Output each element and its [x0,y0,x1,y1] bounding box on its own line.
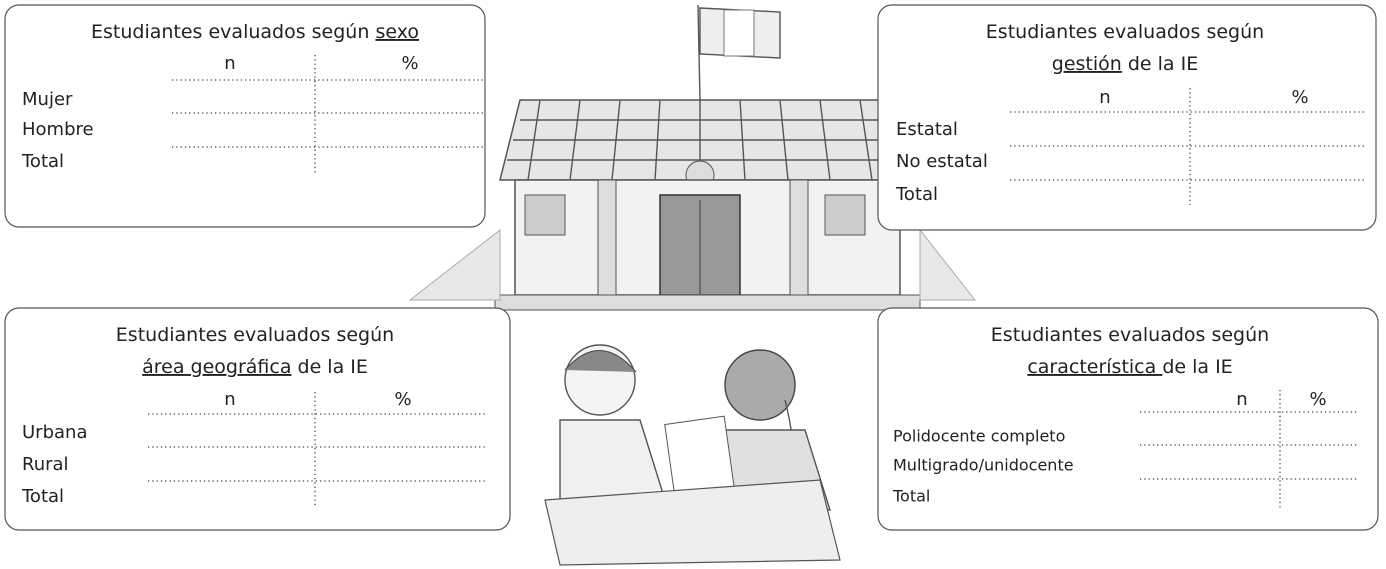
row-label: Mujer [22,89,73,110]
card-title: Estudiantes evaluados según [116,324,394,346]
children-illustration [544,344,841,566]
column-header: % [394,389,411,410]
row-label: Rural [22,454,69,475]
column-header: n [1236,389,1247,410]
card-frame [4,4,486,228]
title-part: de la IE [1162,356,1232,378]
table-card: Estudiantes evaluados según sexo n % Mujer H… [4,4,486,228]
school-illustration [408,4,977,311]
row-label: Multigrado/unidocente [893,456,1074,475]
title-part: Estudiantes evaluados según [91,21,375,43]
column-header: % [401,53,418,74]
column-header: % [1309,389,1326,410]
title-part: Estudiantes evaluados según [991,324,1269,346]
card-title: Estudiantes evaluados según sexo [91,21,419,43]
column-header: n [224,389,235,410]
card-frame [877,4,1377,231]
card-title: área geográfica de la IE [142,356,368,378]
card-title: Estudiantes evaluados según [986,21,1264,43]
title-part: área geográfica [142,356,291,378]
title-part: característica [1027,356,1162,378]
column-header: % [1291,87,1308,108]
row-label: Urbana [22,422,87,443]
title-part: Estudiantes evaluados según [116,324,394,346]
row-label: Polidocente completo [893,427,1065,446]
row-label: Hombre [22,119,94,140]
row-label: Total [892,487,930,506]
card-title: gestión de la IE [1052,53,1198,75]
title-part: Estudiantes evaluados según [986,21,1264,43]
card-frame [877,307,1379,531]
column-header: n [1099,87,1110,108]
title-part: gestión [1052,53,1122,75]
table-card: Estudiantes evaluados según área geográfi… [4,307,511,531]
row-label: Total [21,151,64,172]
card-title: característica de la IE [1027,356,1232,378]
row-label: No estatal [896,151,988,172]
title-part: sexo [375,21,419,43]
table-card: Estudiantes evaluados según característic… [877,307,1379,531]
card-frame [4,307,511,531]
title-part: de la IE [1122,53,1198,75]
table-card: Estudiantes evaluados según gestión de la… [877,4,1377,231]
title-part: de la IE [291,356,367,378]
row-label: Estatal [896,119,958,140]
row-label: Total [895,184,938,205]
card-title: Estudiantes evaluados según [991,324,1269,346]
row-label: Total [21,486,64,507]
column-header: n [224,53,235,74]
